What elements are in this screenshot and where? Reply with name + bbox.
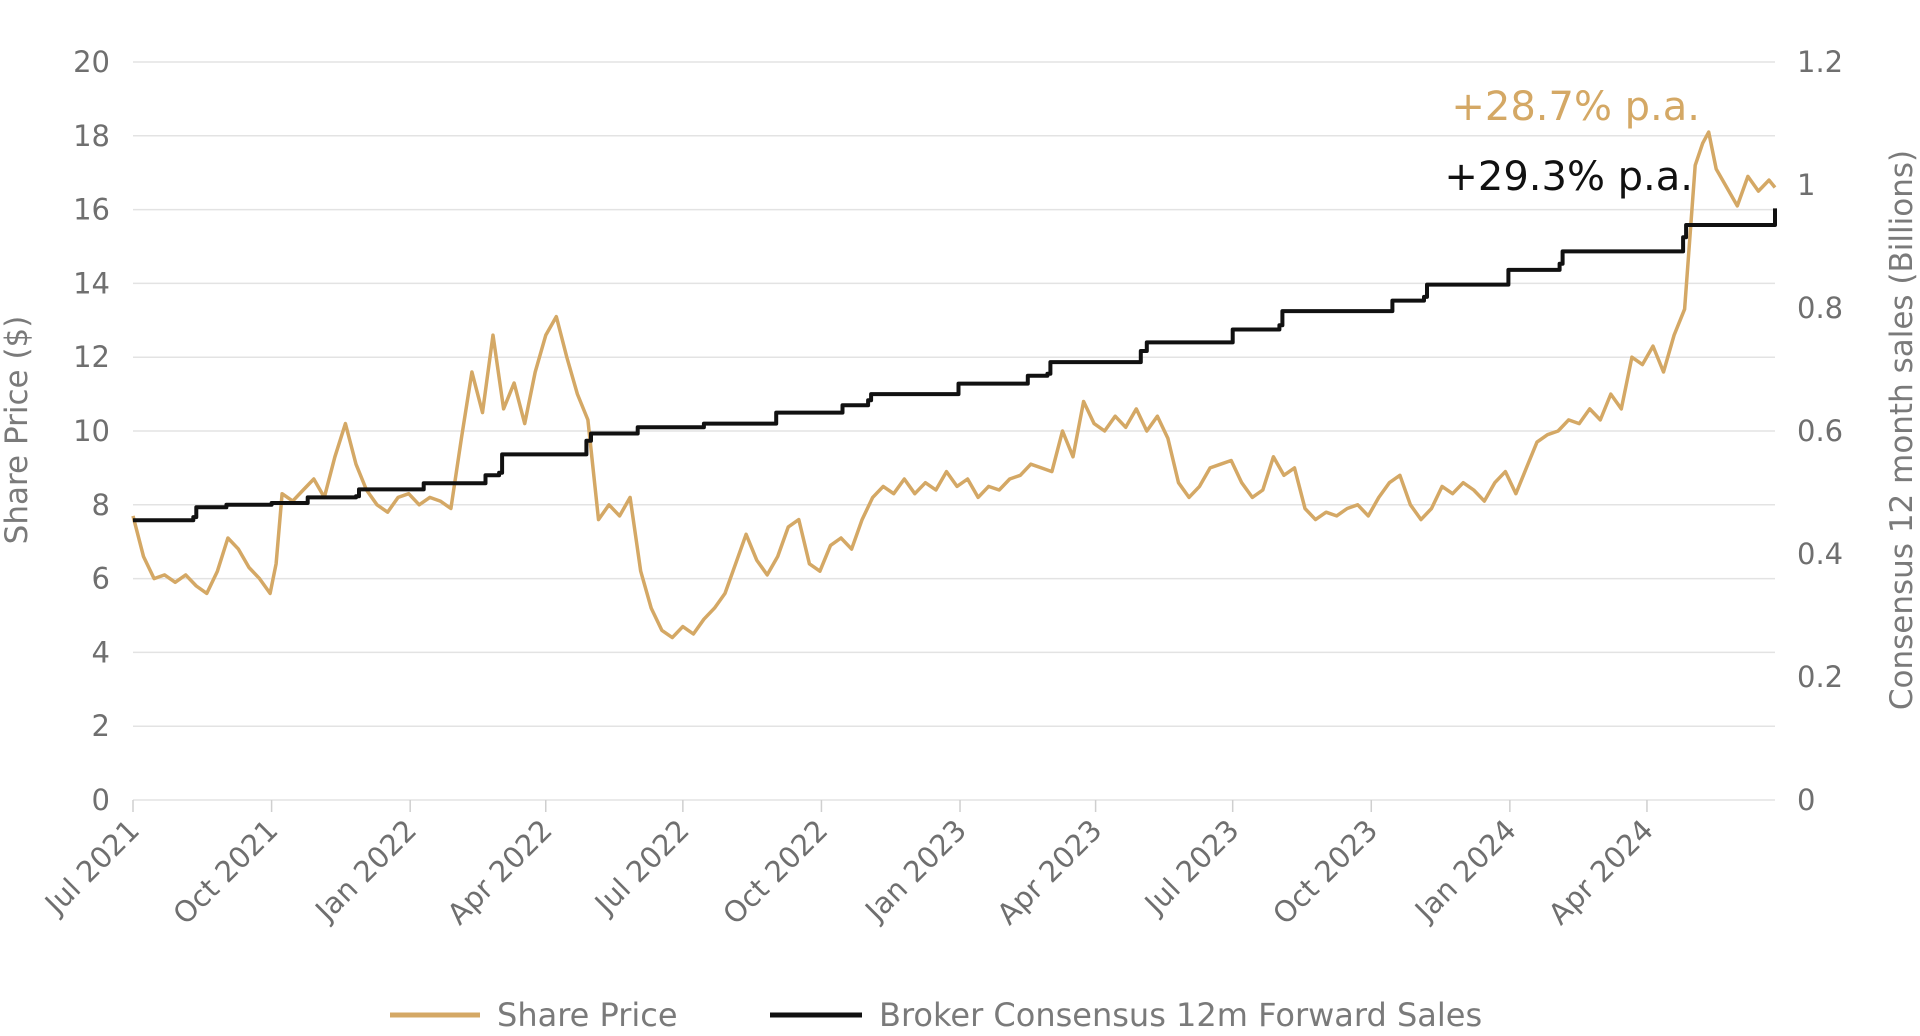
legend: Share Price Broker Consensus 12m Forward…: [390, 996, 1482, 1034]
left-tick-label: 14: [73, 266, 110, 300]
left-axis-ticks: 0 2 4 6 8 10 12 14 16 18 20: [73, 45, 110, 817]
series-layer: [131, 130, 1777, 640]
left-tick-label: 18: [73, 119, 110, 153]
x-tick-label: Oct 2021: [166, 813, 284, 931]
sales-growth-annotation: +29.3% p.a.: [1444, 154, 1693, 200]
left-tick-label: 8: [92, 488, 110, 522]
x-tick-label: Jan 2023: [857, 813, 973, 929]
left-tick-label: 16: [73, 193, 110, 227]
legend-label-sales: Broker Consensus 12m Forward Sales: [879, 996, 1482, 1034]
left-tick-label: 2: [92, 709, 110, 743]
x-tick-label: Apr 2023: [990, 813, 1108, 931]
consensus-sales-line: [133, 208, 1777, 523]
left-tick-label: 20: [73, 45, 110, 79]
right-tick-label: 1.2: [1797, 45, 1843, 79]
left-axis-title: Share Price ($): [0, 316, 35, 545]
x-tick-label: Oct 2023: [1266, 813, 1384, 931]
x-tick-label: Jan 2024: [1407, 813, 1523, 929]
right-tick-label: 0: [1797, 783, 1815, 817]
x-tick-label: Jul 2023: [1137, 813, 1246, 922]
right-tick-label: 0.6: [1797, 414, 1843, 448]
left-tick-label: 10: [73, 414, 110, 448]
legend-label-share-price: Share Price: [497, 996, 678, 1034]
gridlines: [133, 61, 1775, 801]
left-tick-label: 0: [92, 783, 110, 817]
x-tick-label: Jan 2022: [307, 813, 423, 929]
left-tick-label: 6: [92, 562, 110, 596]
right-axis-title: Consensus 12 month sales (Billions): [1884, 150, 1920, 710]
x-tick-label: Oct 2022: [716, 813, 834, 931]
x-tick-label: Jul 2022: [587, 813, 696, 922]
right-axis-ticks: 0 0.2 0.4 0.6 0.8 1 1.2: [1797, 45, 1843, 817]
x-tick-label: Apr 2024: [1542, 813, 1660, 931]
right-tick-label: 0.2: [1797, 660, 1843, 694]
x-tick-label: Apr 2022: [440, 813, 558, 931]
share-price-growth-annotation: +28.7% p.a.: [1451, 84, 1700, 130]
left-tick-label: 12: [73, 340, 110, 374]
x-tick-label: Jul 2021: [37, 813, 146, 922]
right-tick-label: 1: [1797, 168, 1815, 202]
share-price-line: [131, 130, 1777, 640]
right-tick-label: 0.4: [1797, 537, 1843, 571]
x-axis-ticks: Jul 2021 Oct 2021 Jan 2022 Apr 2022 Jul 2022…: [37, 800, 1660, 931]
right-tick-label: 0.8: [1797, 291, 1843, 325]
left-tick-label: 4: [92, 635, 110, 669]
